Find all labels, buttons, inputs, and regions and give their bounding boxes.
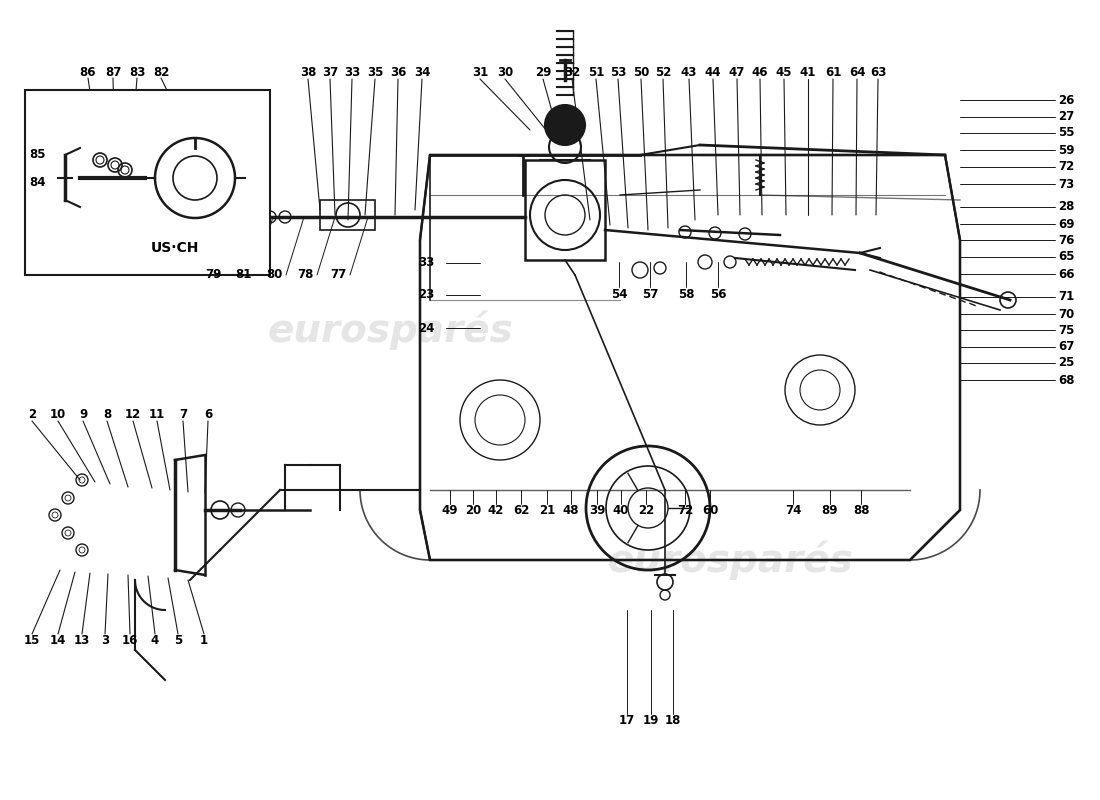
- Text: 8: 8: [103, 409, 111, 422]
- Text: 30: 30: [497, 66, 513, 79]
- Text: 32: 32: [564, 66, 580, 79]
- Text: 1: 1: [200, 634, 208, 646]
- Text: 47: 47: [729, 66, 745, 79]
- Text: 56: 56: [710, 289, 726, 302]
- Text: 57: 57: [641, 289, 658, 302]
- Text: 80: 80: [266, 269, 283, 282]
- Text: 17: 17: [619, 714, 635, 726]
- Text: 79: 79: [205, 269, 221, 282]
- Text: 35: 35: [366, 66, 383, 79]
- Text: 11: 11: [148, 409, 165, 422]
- Text: 72: 72: [1058, 161, 1075, 174]
- Text: 64: 64: [849, 66, 866, 79]
- Text: 86: 86: [79, 66, 97, 79]
- Text: 54: 54: [610, 289, 627, 302]
- Text: 5: 5: [174, 634, 183, 646]
- Text: 55: 55: [1058, 126, 1075, 139]
- Circle shape: [544, 105, 585, 145]
- Text: 65: 65: [1058, 250, 1075, 263]
- Text: 12: 12: [125, 409, 141, 422]
- Text: 53: 53: [609, 66, 626, 79]
- Bar: [320, 200, 375, 230]
- Text: 43: 43: [681, 66, 697, 79]
- Text: 24: 24: [418, 322, 434, 334]
- Text: 7: 7: [179, 409, 187, 422]
- Text: 67: 67: [1058, 341, 1075, 354]
- Text: 37: 37: [322, 66, 338, 79]
- Text: 75: 75: [1058, 323, 1075, 337]
- Text: 33: 33: [344, 66, 360, 79]
- Text: 20: 20: [465, 503, 481, 517]
- Text: 22: 22: [638, 503, 654, 517]
- Text: 25: 25: [1058, 357, 1075, 370]
- Text: 14: 14: [50, 634, 66, 646]
- Text: 66: 66: [1058, 267, 1075, 281]
- Text: eurosparés: eurosparés: [267, 310, 513, 350]
- Text: 49: 49: [442, 503, 459, 517]
- Text: 18: 18: [664, 714, 681, 726]
- Text: 87: 87: [104, 66, 121, 79]
- Text: 84: 84: [30, 177, 46, 190]
- Text: 15: 15: [24, 634, 41, 646]
- Text: 31: 31: [472, 66, 488, 79]
- Text: 85: 85: [30, 149, 46, 162]
- Text: 76: 76: [1058, 234, 1075, 246]
- Text: 38: 38: [300, 66, 316, 79]
- Text: 45: 45: [776, 66, 792, 79]
- Text: 6: 6: [204, 409, 212, 422]
- Text: 42: 42: [487, 503, 504, 517]
- Text: 46: 46: [751, 66, 768, 79]
- Text: 34: 34: [414, 66, 430, 79]
- Text: 63: 63: [870, 66, 887, 79]
- Text: 52: 52: [654, 66, 671, 79]
- Text: 73: 73: [1058, 178, 1075, 190]
- Text: US·CH: US·CH: [151, 241, 199, 255]
- Text: 16: 16: [122, 634, 139, 646]
- Text: 4: 4: [151, 634, 160, 646]
- Text: 28: 28: [1058, 201, 1075, 214]
- Text: 26: 26: [1058, 94, 1075, 106]
- Text: 9: 9: [79, 409, 87, 422]
- Text: 39: 39: [588, 503, 605, 517]
- Text: 10: 10: [50, 409, 66, 422]
- Text: 74: 74: [784, 503, 801, 517]
- Text: 19: 19: [642, 714, 659, 726]
- Text: 68: 68: [1058, 374, 1075, 386]
- Text: 59: 59: [1058, 143, 1075, 157]
- Text: 51: 51: [587, 66, 604, 79]
- Text: 70: 70: [1058, 307, 1075, 321]
- Text: 83: 83: [129, 66, 145, 79]
- Text: 89: 89: [822, 503, 838, 517]
- Text: 29: 29: [535, 66, 551, 79]
- Text: 72: 72: [676, 503, 693, 517]
- Text: 78: 78: [297, 269, 313, 282]
- Text: 23: 23: [418, 289, 434, 302]
- Bar: [525, 160, 605, 260]
- Text: 3: 3: [101, 634, 109, 646]
- Text: 36: 36: [389, 66, 406, 79]
- Text: 44: 44: [705, 66, 722, 79]
- Text: 41: 41: [800, 66, 816, 79]
- Text: 81: 81: [234, 269, 251, 282]
- Text: 50: 50: [632, 66, 649, 79]
- Text: 58: 58: [678, 289, 694, 302]
- Text: 48: 48: [563, 503, 580, 517]
- Text: 61: 61: [825, 66, 842, 79]
- Text: 60: 60: [702, 503, 718, 517]
- Text: 88: 88: [852, 503, 869, 517]
- Text: 21: 21: [539, 503, 556, 517]
- Text: 69: 69: [1058, 218, 1075, 230]
- Text: eurosparés: eurosparés: [607, 540, 852, 580]
- Text: 62: 62: [513, 503, 529, 517]
- Bar: [25, 90, 270, 275]
- Text: 40: 40: [613, 503, 629, 517]
- Text: 33: 33: [418, 257, 434, 270]
- Text: 82: 82: [153, 66, 169, 79]
- Text: 77: 77: [330, 269, 346, 282]
- Text: 13: 13: [74, 634, 90, 646]
- Text: 27: 27: [1058, 110, 1075, 123]
- Text: 71: 71: [1058, 290, 1075, 303]
- Text: 2: 2: [28, 409, 36, 422]
